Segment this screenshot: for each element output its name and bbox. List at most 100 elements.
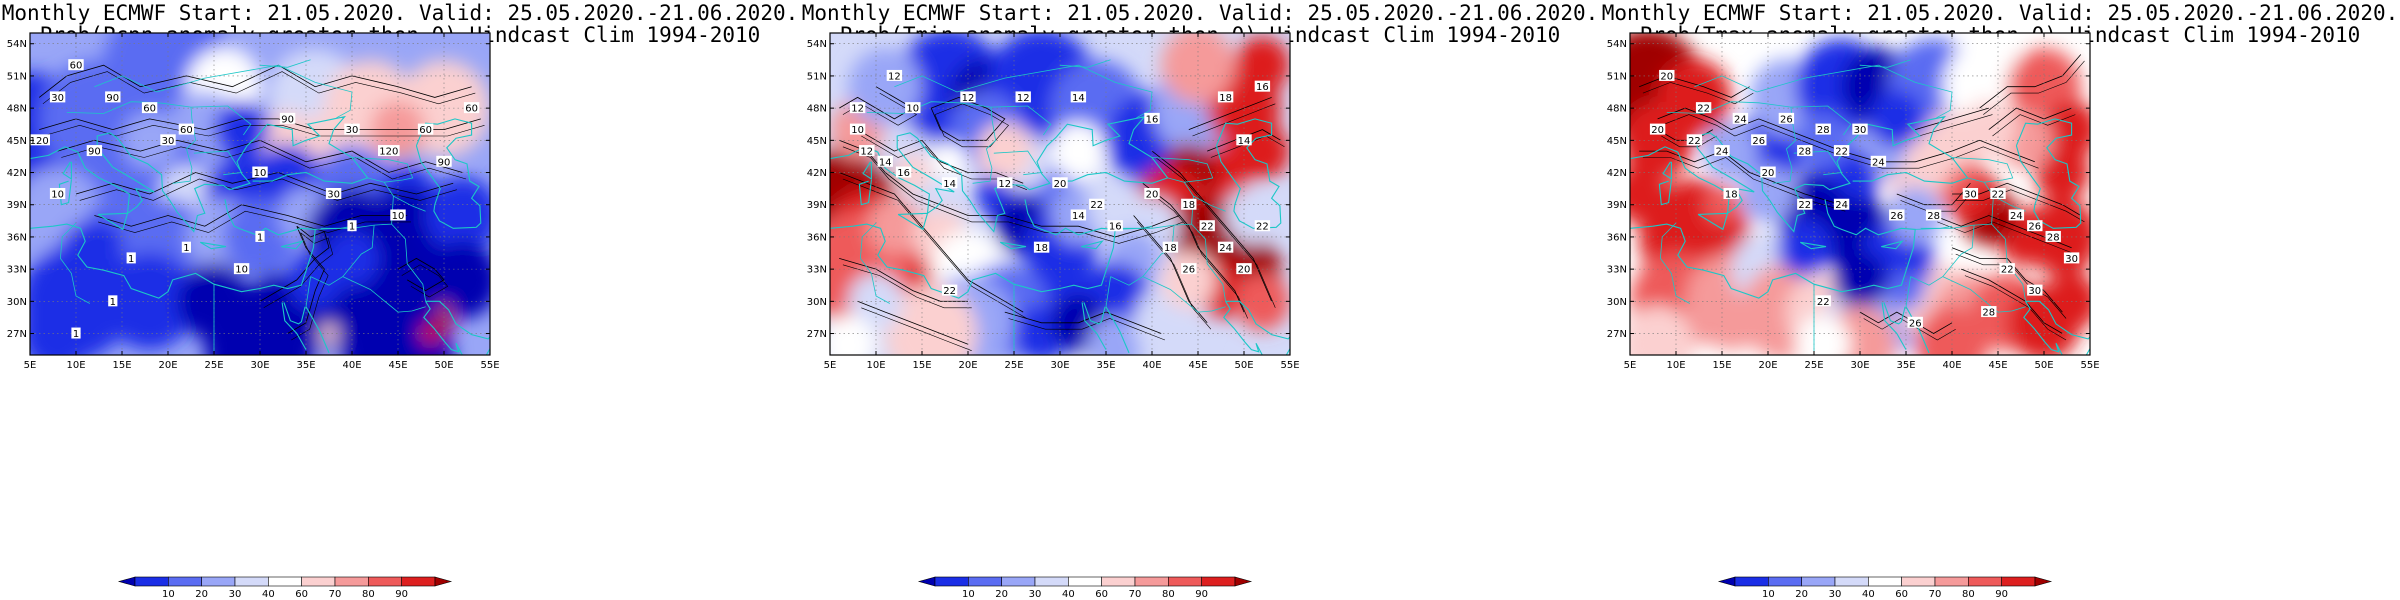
lat-label: 48N <box>807 104 827 115</box>
contour-label: 90 <box>88 147 101 158</box>
contour-label: 24 <box>2010 211 2023 222</box>
lon-label: 40E <box>1142 360 1161 371</box>
contour-label: 1 <box>128 254 134 265</box>
lat-label: 30N <box>1607 297 1627 308</box>
contour-label: 28 <box>1798 147 1811 158</box>
colorbar-label: 30 <box>229 589 242 600</box>
lon-label: 10E <box>66 360 85 371</box>
contour-label: 10 <box>254 168 267 179</box>
contour-label: 26 <box>1890 211 1903 222</box>
contour-label: 60 <box>465 104 478 115</box>
colorbar-label: 40 <box>1862 589 1875 600</box>
contour-label: 22 <box>943 286 956 297</box>
lon-label: 35E <box>1896 360 1915 371</box>
lon-label: 10E <box>866 360 885 371</box>
contour-label: 22 <box>1256 222 1269 233</box>
contour-label: 30 <box>1964 190 1977 201</box>
lat-label: 33N <box>1607 265 1627 276</box>
colorbar: 10 20 30 40 60 70 80 90 <box>1717 576 2053 600</box>
contour-label: 60 <box>70 61 83 72</box>
axes: 54N 51N 48N 45N 42N 39N 36N 33N 30N 27N 5E 10E 15E 20… <box>807 33 1300 371</box>
contour-label: 22 <box>1090 200 1103 211</box>
map-canvas: 12 12 10 12 12 14 16 18 16 14 10 12 14 16 14 12 20 22 20 18… <box>807 32 1300 600</box>
contour-label: 30 <box>2065 254 2078 265</box>
country-borders <box>59 59 426 355</box>
lon-label: 55E <box>480 360 499 371</box>
contour-label: 14 <box>1238 136 1251 147</box>
contour-label: 12 <box>998 179 1011 190</box>
contour-label: 20 <box>1238 265 1251 276</box>
lat-label: 48N <box>1607 104 1627 115</box>
contour-label: 1 <box>73 329 79 340</box>
contour-label: 26 <box>1752 136 1765 147</box>
lon-label: 40E <box>1942 360 1961 371</box>
lon-label: 30E <box>250 360 269 371</box>
contour-label: 24 <box>1734 114 1747 125</box>
lon-label: 25E <box>204 360 223 371</box>
colorbar-label: 90 <box>1195 589 1208 600</box>
lon-label: 10E <box>1666 360 1685 371</box>
colorbar-label: 80 <box>1962 589 1975 600</box>
lat-label: 51N <box>7 71 27 82</box>
colorbar-label: 20 <box>995 589 1008 600</box>
colorbar-label: 90 <box>1995 589 2008 600</box>
colorbar-label: 70 <box>1929 589 1942 600</box>
lat-label: 27N <box>1607 329 1627 340</box>
lat-label: 42N <box>7 168 27 179</box>
contour-label: 26 <box>1182 265 1195 276</box>
contour-label: 16 <box>1256 82 1269 93</box>
contour-label: 22 <box>1697 104 1710 115</box>
contour-label: 28 <box>1982 308 1995 319</box>
colorbar-label: 40 <box>262 589 275 600</box>
contour-label: 22 <box>1688 136 1701 147</box>
lat-label: 54N <box>7 39 27 50</box>
lon-label: 35E <box>296 360 315 371</box>
contour-labels: 12 12 10 12 12 14 16 18 16 14 10 12 14 16 14 12 20 22 20 18… <box>849 69 1271 297</box>
colorbar-label: 10 <box>962 589 975 600</box>
contour-label: 1 <box>110 297 116 308</box>
contour-label: 90 <box>438 157 451 168</box>
contour-label: 18 <box>1164 243 1177 254</box>
colorbar-label: 60 <box>1095 589 1108 600</box>
graticule <box>30 33 490 355</box>
colorbar-label: 60 <box>295 589 308 600</box>
lat-label: 30N <box>7 297 27 308</box>
lon-label: 20E <box>1758 360 1777 371</box>
contour-label: 18 <box>1035 243 1048 254</box>
lon-label: 55E <box>2080 360 2099 371</box>
panel-title-line1: Monthly ECMWF Start: 21.05.2020. Valid: … <box>801 1 1599 25</box>
lon-label: 20E <box>158 360 177 371</box>
contour-label: 28 <box>1817 125 1830 136</box>
colorbar-label: 10 <box>162 589 175 600</box>
lat-label: 54N <box>807 39 827 50</box>
contour-label: 30 <box>327 190 340 201</box>
contour-label: 22 <box>1201 222 1214 233</box>
lat-label: 51N <box>807 71 827 82</box>
contour-label: 30 <box>1854 125 1867 136</box>
coastlines <box>30 115 490 355</box>
map-panel-precipitation: Monthly ECMWF Start: 21.05.2020. Valid: … <box>0 0 800 600</box>
lon-label: 45E <box>388 360 407 371</box>
lon-label: 15E <box>912 360 931 371</box>
colorbar-label: 70 <box>1129 589 1142 600</box>
contour-label: 10 <box>235 265 248 276</box>
lon-label: 15E <box>1712 360 1731 371</box>
contour-label: 16 <box>897 168 910 179</box>
contour-label: 12 <box>888 71 901 82</box>
contour-label: 22 <box>1817 297 1830 308</box>
colorbar-label: 80 <box>1162 589 1175 600</box>
colorbar-label: 30 <box>1029 589 1042 600</box>
lon-label: 25E <box>1004 360 1023 371</box>
contour-label: 20 <box>1146 190 1159 201</box>
lat-label: 39N <box>7 200 27 211</box>
lon-label: 40E <box>342 360 361 371</box>
contour-label: 14 <box>879 157 892 168</box>
lat-label: 27N <box>7 329 27 340</box>
lat-label: 33N <box>807 265 827 276</box>
contour-label: 120 <box>379 147 398 158</box>
lon-label: 5E <box>1624 360 1637 371</box>
contour-label: 20 <box>1054 179 1067 190</box>
lon-label: 50E <box>2034 360 2053 371</box>
contour-label: 90 <box>106 93 119 104</box>
lat-label: 30N <box>807 297 827 308</box>
